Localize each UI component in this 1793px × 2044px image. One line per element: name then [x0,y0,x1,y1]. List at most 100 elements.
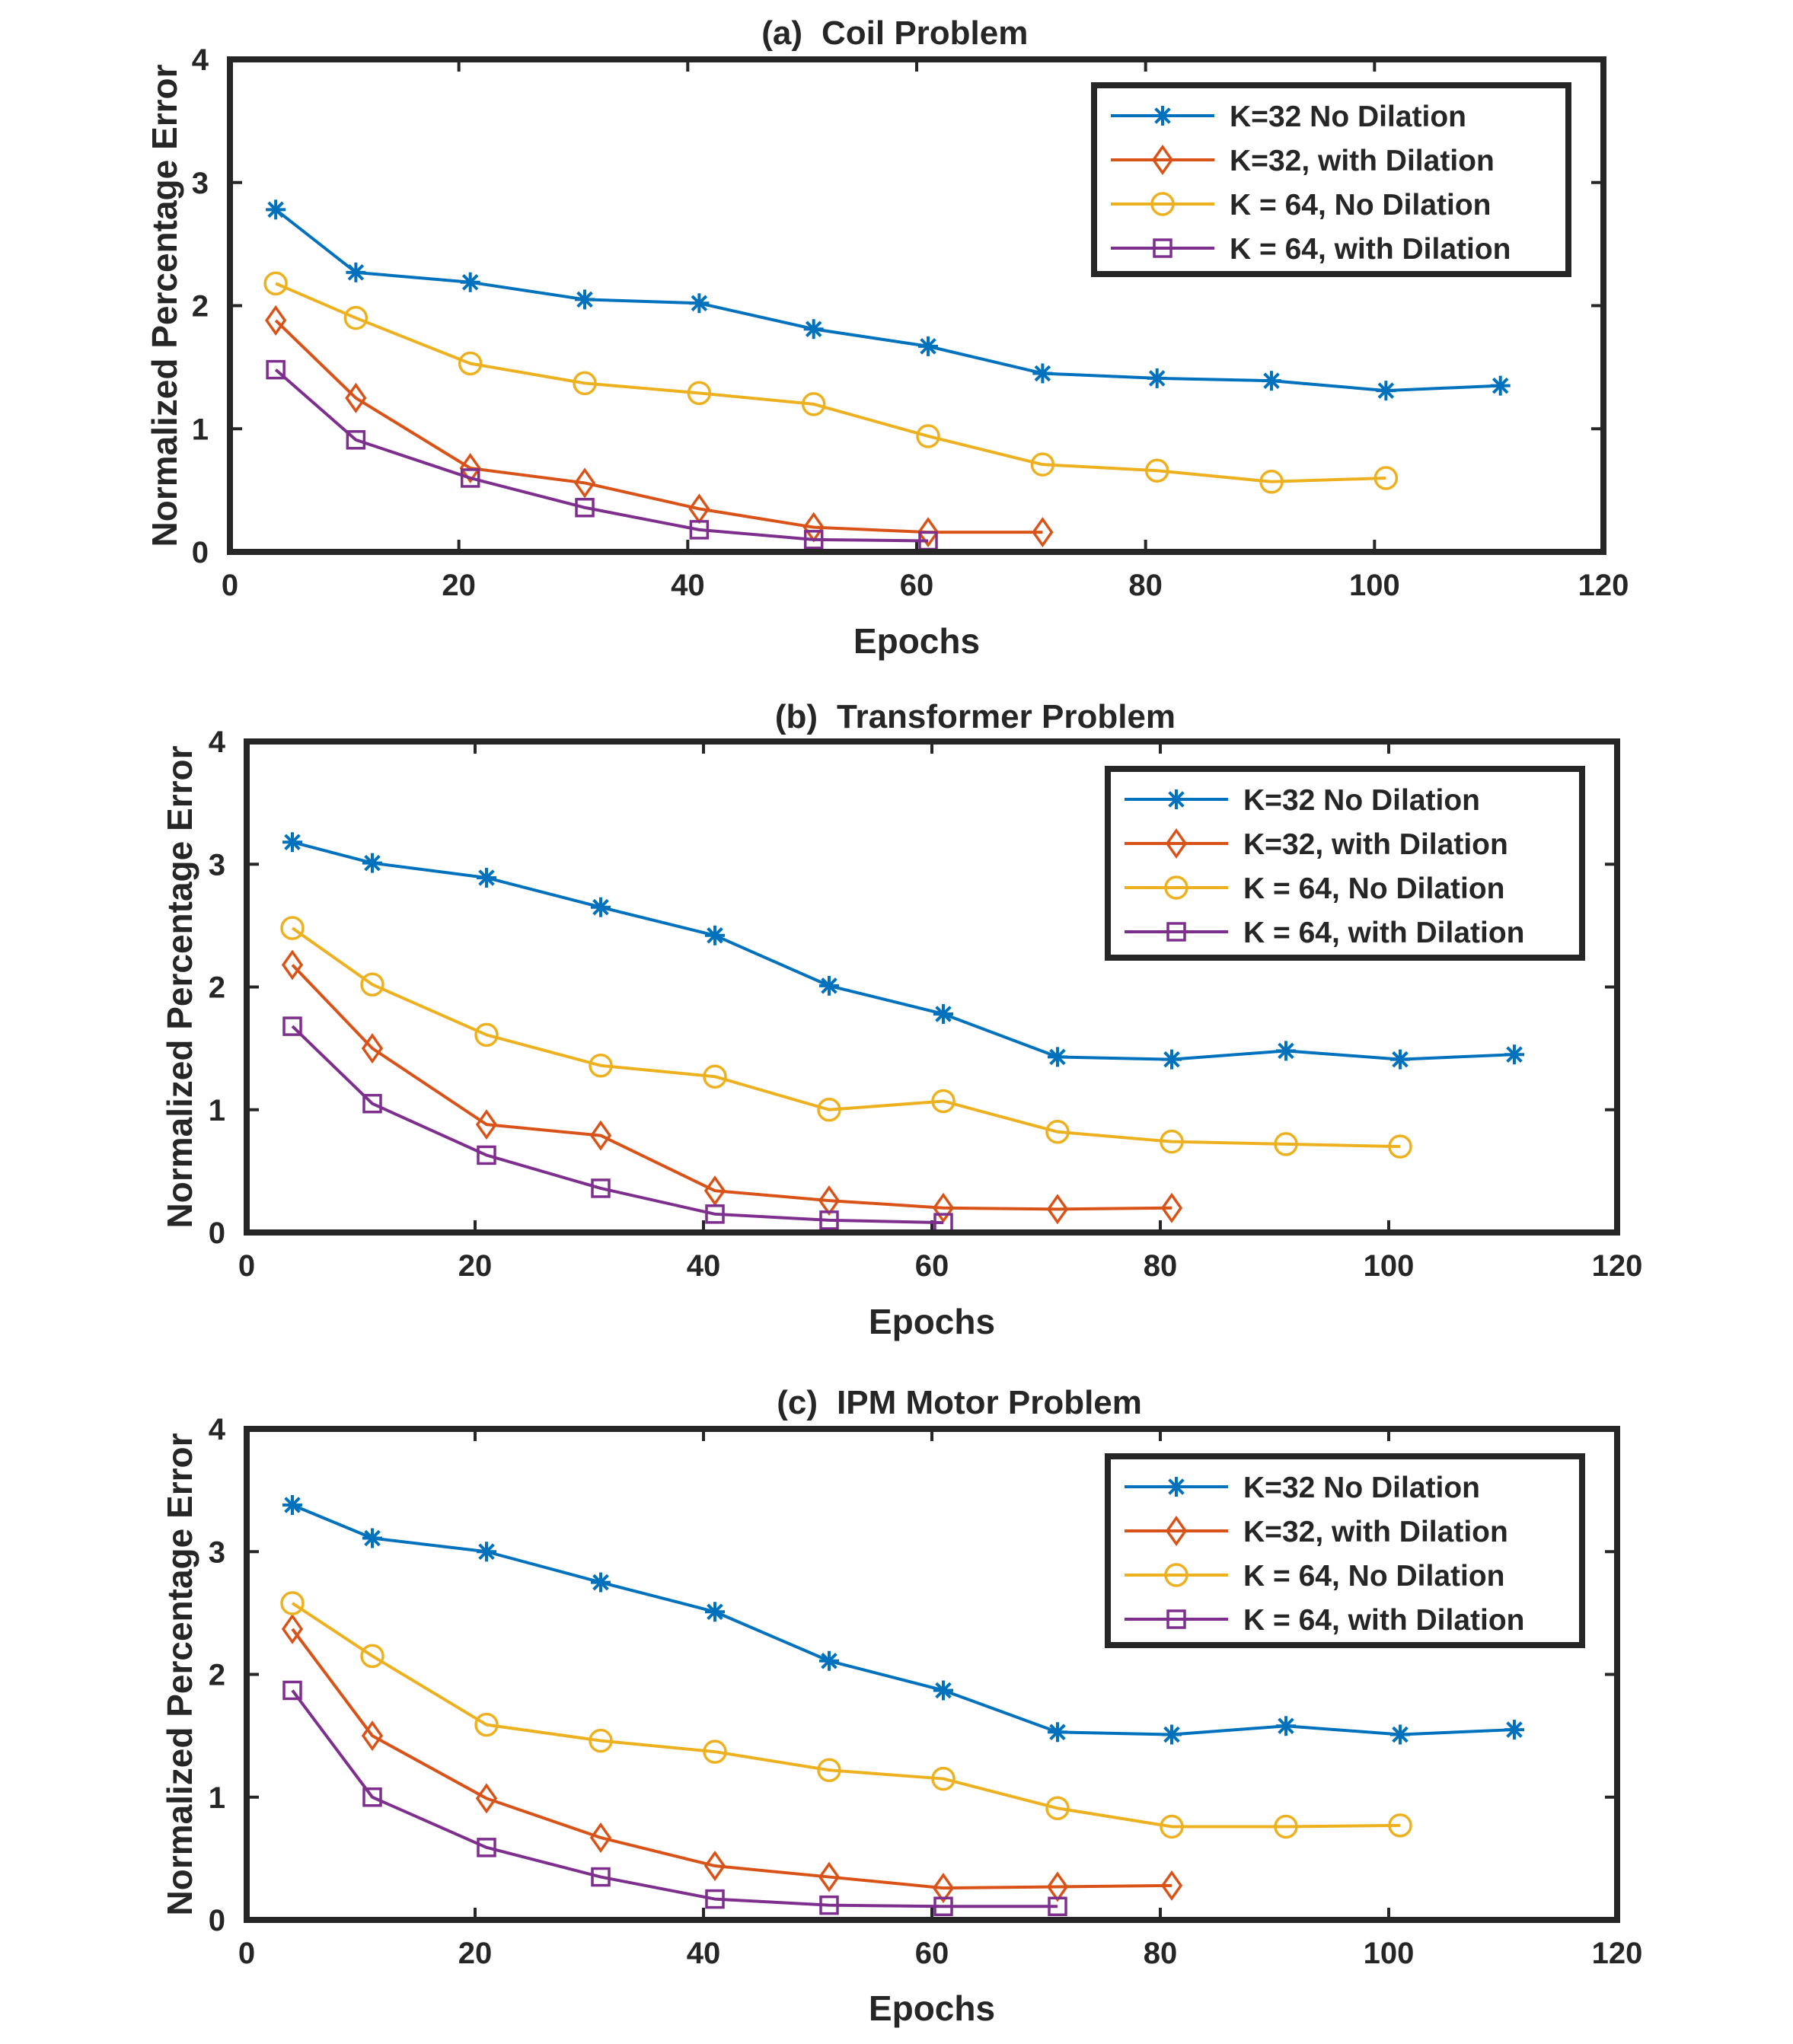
data-series [281,1613,1183,1904]
series-line [291,1025,944,1225]
asterisk-marker [689,293,710,314]
diamond-marker [264,305,287,336]
y-tick-label: 0 [209,1217,225,1250]
asterisk-marker [282,1494,302,1515]
data-series [266,199,1511,401]
asterisk-stroke [364,1529,381,1547]
y-axis-label: Normalized Percentage Error [145,64,184,547]
diamond-marker [361,1033,384,1064]
circle-marker [1388,1813,1412,1838]
diamond-marker [818,1861,841,1893]
asterisk-marker [1153,106,1172,126]
y-tick-label: 2 [192,290,209,324]
asterisk-marker [282,832,302,853]
circle-marker [1274,1814,1298,1839]
square-marker [477,1145,496,1165]
y-tick-label: 2 [209,971,225,1005]
diamond-marker [361,1720,384,1752]
series-line [291,964,1172,1211]
diamond-marker [818,1185,841,1217]
circle-marker [1164,1563,1188,1587]
circle-marker [280,1591,305,1615]
circle-marker [458,351,483,376]
y-tick-label: 1 [209,1781,225,1815]
square-marker [591,1178,611,1198]
x-tick-label: 40 [687,1937,721,1970]
legend: K=32 No Dilation K=32, with Dilation K = 6… [1091,82,1571,277]
panel-label: (c) [777,1384,818,1421]
asterisk-stroke [1506,1721,1523,1738]
series-line [292,840,1515,1061]
asterisk-marker [1162,1724,1182,1745]
diamond-marker [281,949,304,981]
diamond-marker [1165,827,1188,859]
data-series [266,359,938,551]
circle-marker [360,1644,384,1669]
legend-label: K=32 No Dilation [1230,100,1466,133]
square-marker [819,1210,839,1230]
square-marker [803,530,824,550]
asterisk-marker [591,897,611,917]
asterisk-marker [460,272,480,292]
x-tick-label: 100 [1364,1937,1415,1970]
circle-marker [817,1758,841,1783]
asterisk-stroke [691,295,708,312]
legend-entry: K=32 No Dilation [1125,784,1480,817]
asterisk-marker [819,975,839,996]
y-tick-label: 4 [209,725,226,759]
circle-marker [589,1053,613,1078]
panel-label: (b) [775,698,818,735]
series-line [291,1628,1172,1890]
asterisk-stroke [1263,372,1280,389]
asterisk-stroke [461,273,479,291]
chart-panel: (b) Transformer Problem 0 20 40 60 80 100 120 0 1 2… [160,698,1642,1341]
y-tick-label: 4 [209,1413,226,1446]
y-tick-label: 0 [209,1904,225,1937]
x-tick-label: 120 [1592,1249,1643,1283]
x-tick-label: 120 [1578,569,1629,602]
legend-entry: K=32 No Dilation [1125,1472,1480,1504]
panel-label: (a) [761,14,802,52]
legend-entry: K = 64, with Dilation [1111,233,1511,266]
circle-marker [474,1712,499,1737]
asterisk-marker [477,1542,496,1562]
asterisk-marker [819,1650,839,1671]
y-tick-label: 4 [192,43,209,77]
legend-label: K = 64, with Dilation [1243,1604,1524,1637]
asterisk-marker [1504,1044,1524,1065]
asterisk-marker [918,336,939,356]
y-tick-label: 0 [192,536,209,569]
asterisk-marker [1390,1049,1410,1070]
asterisk-stroke [592,1574,609,1591]
x-axis-label: Epochs [869,1302,995,1341]
asterisk-marker [477,867,496,888]
data-series [280,916,1412,1159]
asterisk-stroke [1168,791,1185,808]
asterisk-stroke [707,1603,723,1621]
diamond-marker [1032,517,1054,548]
y-axis-label: Normalized Percentage Error [160,1433,199,1915]
circle-marker [916,424,940,448]
asterisk-stroke [478,1543,495,1561]
x-tick-label: 100 [1349,569,1400,602]
legend-entry: K = 64, No Dilation [1125,872,1504,905]
square-marker [689,520,710,540]
x-tick-label: 0 [238,1937,255,1970]
x-tick-label: 40 [671,569,705,602]
axes-frame [227,56,1606,555]
diamond-marker [1151,144,1174,176]
x-tick-label: 120 [1592,1937,1643,1970]
square-marker [933,1896,953,1917]
axes-frame [244,738,1620,1236]
asterisk-stroke [576,291,593,308]
legend-entry: K = 64, No Dilation [1125,1560,1504,1593]
y-tick-label: 3 [209,848,225,882]
data-series [280,1591,1412,1839]
chart-title: IPM Motor Problem [837,1384,1142,1421]
asterisk-stroke [1154,107,1171,124]
circle-marker [931,1089,956,1114]
asterisk-marker [933,1003,953,1024]
asterisk-stroke [592,898,609,916]
axes-frame [244,1426,1620,1923]
data-series [282,1494,1524,1745]
